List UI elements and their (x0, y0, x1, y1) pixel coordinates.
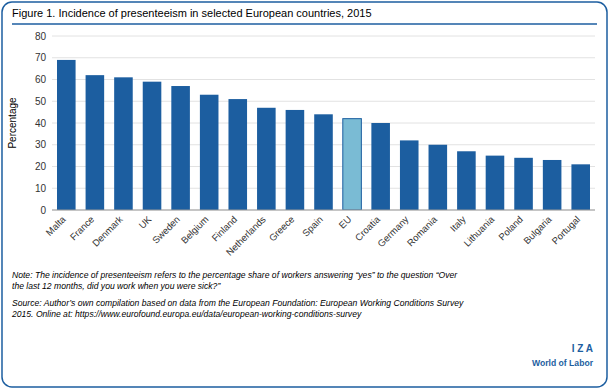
bar (400, 140, 419, 210)
border (2, 2, 607, 387)
x-tick-label: Bulgaria (521, 213, 554, 246)
grid-line (52, 101, 595, 102)
bar (514, 158, 533, 210)
x-tick-label: Spain (300, 214, 325, 239)
x-tick-label: UK (136, 213, 154, 231)
bar (314, 114, 333, 210)
bar (200, 95, 219, 210)
annotation: Note: The incidence of presenteeism refe… (12, 270, 458, 291)
chart: Figure 1. Incidence of presenteeism in s… (0, 0, 609, 389)
bar (429, 145, 448, 210)
x-axis-line (52, 210, 595, 211)
x-tick-label: Netherlands (224, 213, 268, 257)
bar (371, 123, 390, 210)
y-tick-label: 80 (35, 31, 47, 42)
grid (52, 36, 595, 210)
y-tick-label: 30 (35, 139, 47, 150)
bar (228, 99, 247, 210)
bars (57, 60, 590, 210)
grid-line (52, 210, 595, 211)
x-tick-label: Lithuania (461, 213, 497, 249)
logo-line: World of Labor (532, 358, 594, 368)
logo-line: I Z A (572, 343, 593, 354)
x-tick-label: Germany (375, 213, 411, 249)
bar (457, 151, 476, 210)
x-tick-label: Portugal (549, 214, 582, 247)
bar (257, 108, 276, 210)
bar (171, 86, 190, 210)
x-tick-label: Belgium (179, 214, 211, 246)
y-tick-label: 10 (35, 183, 47, 194)
grid-line (52, 57, 595, 58)
y-tick-label: 20 (35, 161, 47, 172)
y-tick-label: 0 (40, 205, 46, 216)
y-tick-label: 60 (35, 74, 47, 85)
bar (143, 82, 162, 210)
bar (571, 164, 590, 210)
bar (57, 60, 76, 210)
title-rule (12, 23, 597, 25)
bar (343, 119, 362, 210)
x-tick-label: Italy (448, 213, 468, 233)
x-tick-label: Malta (43, 213, 68, 238)
title: Figure 1. Incidence of presenteeism in s… (12, 7, 372, 19)
y-axis-label: Percentage (7, 97, 18, 149)
bar (543, 160, 562, 210)
bar (86, 75, 105, 210)
x-tick-label: EU (336, 214, 353, 231)
x-tick-label: Denmark (90, 213, 125, 248)
x-tick-label: Sweden (150, 214, 182, 246)
bar (114, 77, 133, 210)
annotation: Source: Author’s own compilation based o… (11, 298, 464, 319)
y-tick-label: 40 (35, 118, 47, 129)
bar (286, 110, 305, 210)
grid-line (52, 36, 595, 37)
y-tick-label: 50 (35, 96, 47, 107)
x-tick-label: Greece (267, 214, 297, 244)
y-tick-label: 70 (35, 52, 47, 63)
bar (486, 156, 505, 210)
x-tick-label: Romania (405, 213, 440, 248)
grid-line (52, 79, 595, 80)
